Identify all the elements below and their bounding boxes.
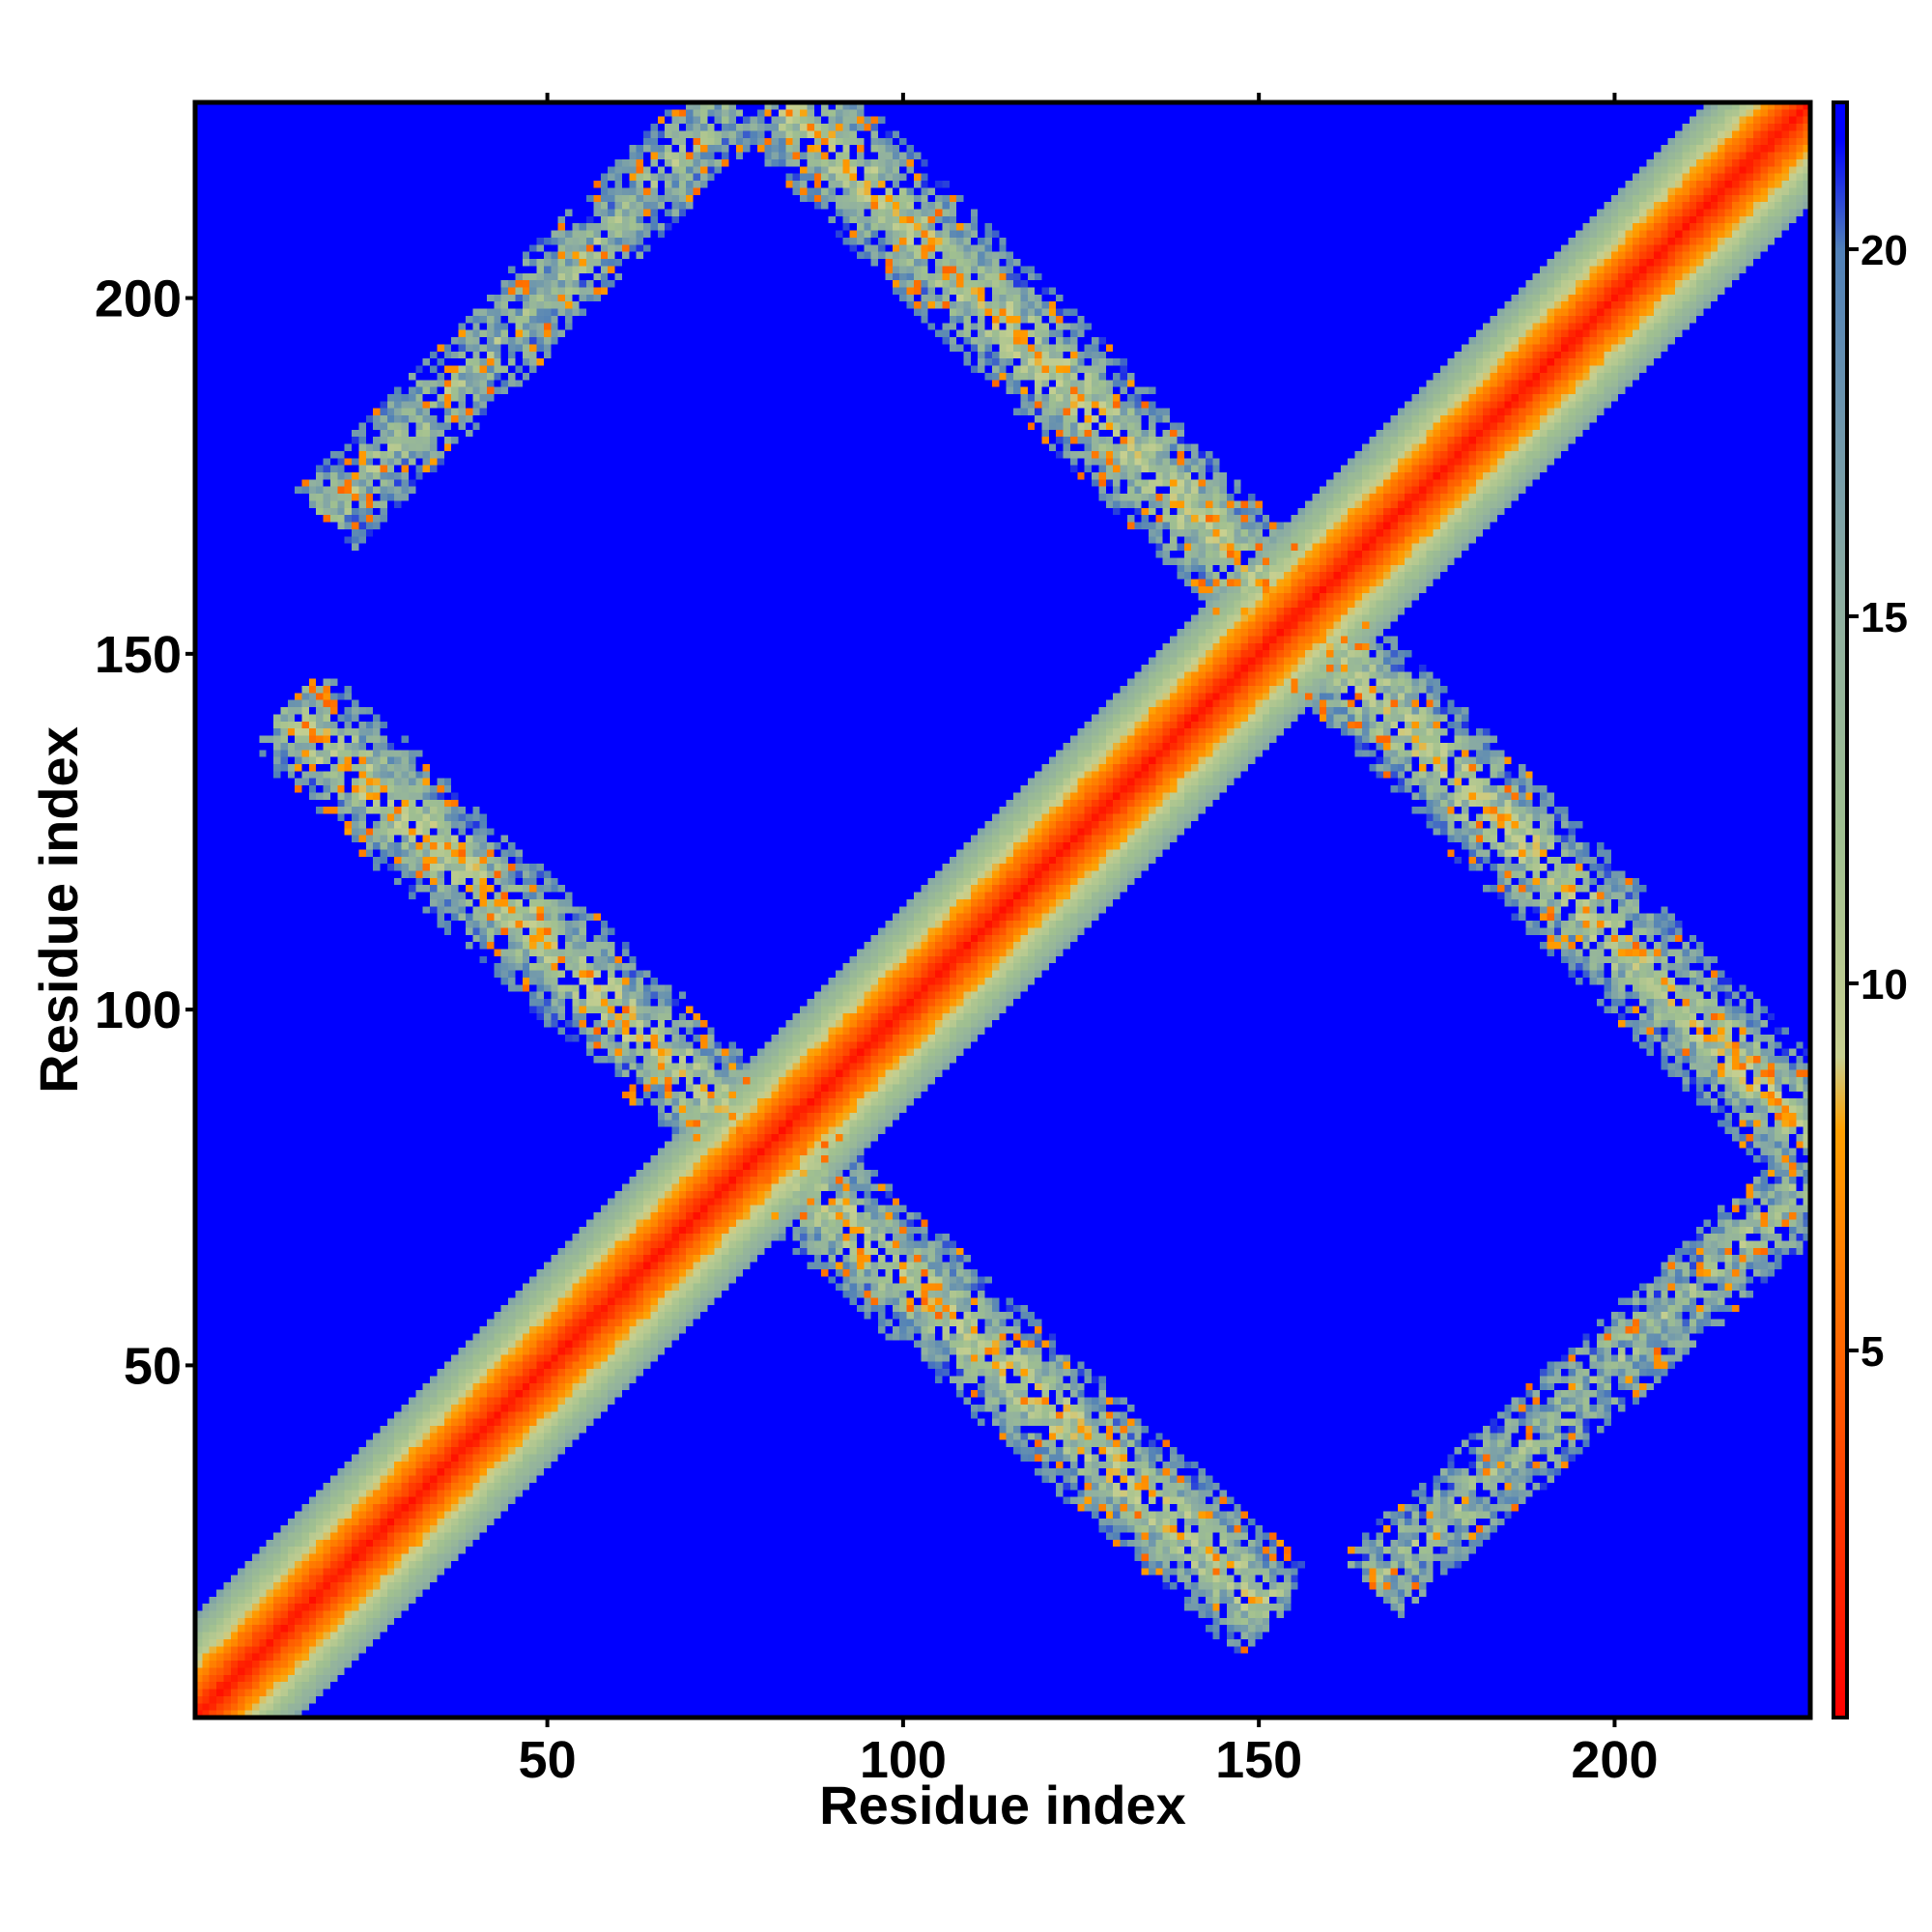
y-tick-label: 100: [95, 981, 182, 1039]
heatmap-cells: [195, 102, 1810, 1718]
y-axis-title: Residue index: [28, 726, 89, 1094]
heatmap-image: [195, 102, 1810, 1718]
colorbar-tick-label: 10: [1861, 961, 1908, 1009]
colorbar: [1832, 100, 1849, 1719]
y-axis-ticks: 50 100 150 200: [95, 270, 195, 1395]
x-axis-title: Residue index: [819, 1775, 1186, 1835]
y-tick-label: 50: [124, 1337, 182, 1395]
x-tick-label: 50: [519, 1731, 577, 1789]
x-tick-label: 100: [860, 1731, 947, 1789]
y-tick-label: 200: [95, 270, 182, 328]
colorbar-ticks: 5 10 15 20: [1847, 227, 1908, 1376]
x-tick-label: 200: [1571, 1731, 1658, 1789]
plot-frame: [192, 99, 1813, 1720]
colorbar-tick-label: 5: [1861, 1328, 1884, 1376]
colorbar-tick-label: 20: [1861, 227, 1908, 274]
x-tick-label: 150: [1215, 1731, 1302, 1789]
x-axis-ticks: 50 100 150 200: [519, 93, 1658, 1789]
y-tick-label: 150: [95, 626, 182, 684]
colorbar-tick-label: 15: [1861, 594, 1908, 641]
